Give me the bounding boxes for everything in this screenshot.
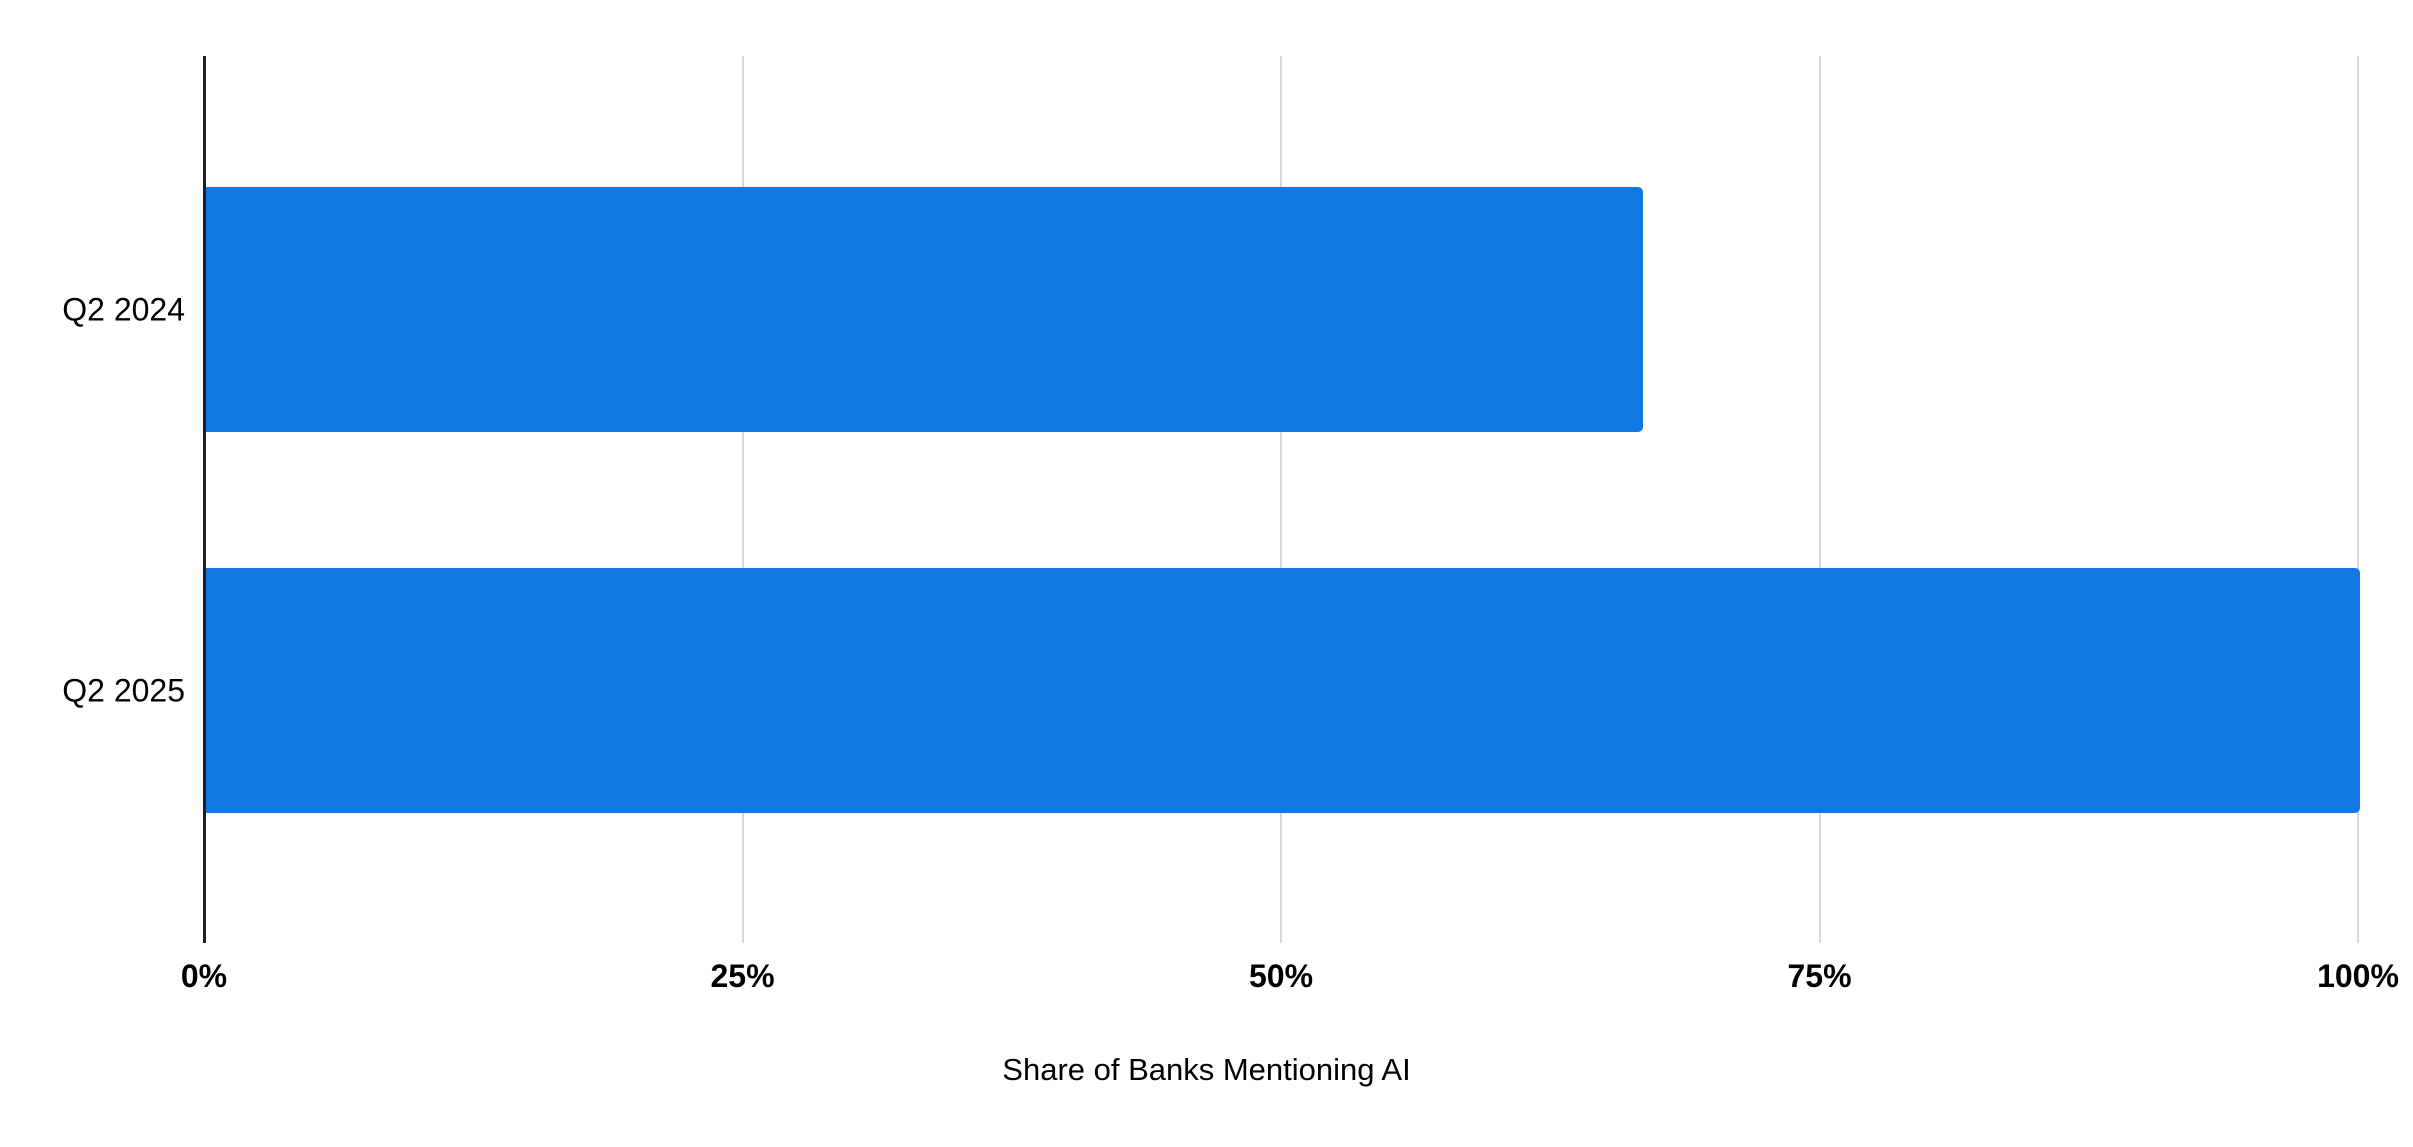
x-tick-label-0%: 0% [180, 958, 228, 994]
y-axis-baseline [203, 56, 206, 943]
x-tick-label-100%: 100% [2317, 958, 2399, 994]
plot-area [203, 56, 2360, 943]
bar-q2-2024 [206, 187, 1643, 432]
category-label-q2-2025: Q2 2025 [62, 672, 185, 708]
x-tick-label-50%: 50% [1248, 958, 1314, 994]
category-label-q2-2024: Q2 2024 [62, 291, 185, 327]
x-tick-label-25%: 25% [710, 958, 775, 994]
gridline-100% [2357, 56, 2359, 943]
x-tick-label-75%: 75% [1787, 958, 1852, 994]
bar-q2-2025 [206, 568, 2360, 813]
gridline-25% [741, 56, 744, 943]
gridline-50% [1280, 56, 1282, 943]
x-axis-title: Share of Banks Mentioning AI [1002, 1052, 1411, 1087]
gridline-75% [1818, 56, 1821, 943]
